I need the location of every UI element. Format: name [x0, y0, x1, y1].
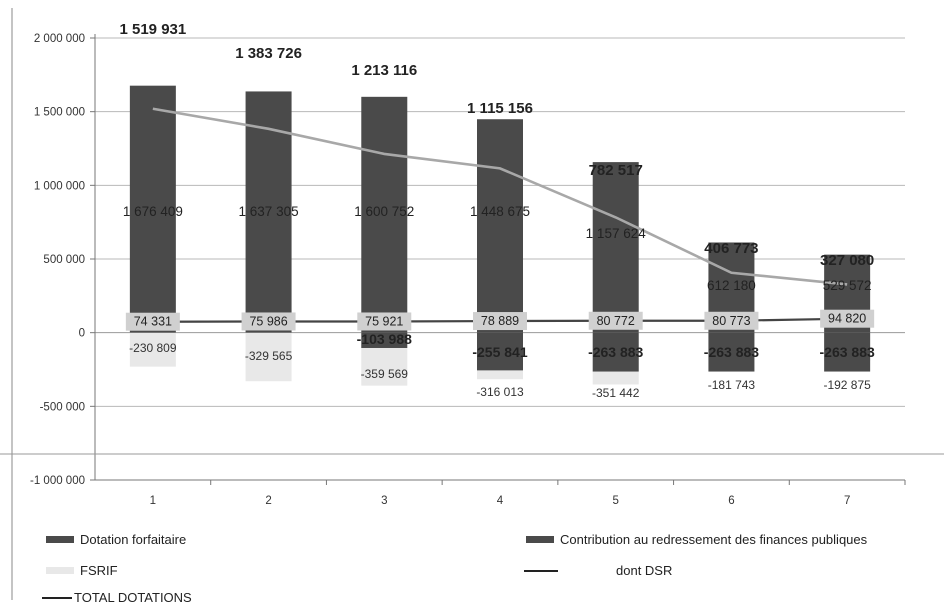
x-tick-label: 7 [844, 495, 850, 507]
dsr-label-box [473, 312, 527, 331]
legend-item-dotation: Dotation forfaitaire [46, 532, 186, 547]
contribution-label: -103 988 [357, 331, 412, 347]
y-tick-label: 500 000 [43, 254, 85, 266]
dotation-label: 1 676 409 [123, 204, 183, 219]
y-tick-label: -500 000 [40, 401, 85, 413]
contribution-bar [477, 332, 523, 371]
dsr-label-box [125, 312, 180, 331]
fsrif-label: -351 442 [592, 386, 640, 400]
dsr-label-box [241, 312, 296, 331]
dsr-label-box [704, 311, 759, 330]
fsrif-label: -230 809 [129, 341, 177, 355]
x-tick-label: 1 [150, 495, 156, 507]
legend-swatch-dotation [46, 536, 74, 543]
total-label: 1 213 116 [351, 62, 417, 79]
x-tick-label: 3 [381, 495, 387, 507]
total-label: 1 383 726 [235, 45, 302, 62]
contribution-label: -255 841 [472, 344, 527, 360]
dsr-label-box [588, 311, 643, 330]
dsr-label-box [820, 309, 875, 328]
legend-swatch-dsr [524, 569, 558, 572]
data-labels: 1 519 931 1 676 409 74 331 -230 809 1 383 72… [119, 21, 874, 400]
total-label: 327 080 [820, 252, 874, 269]
dotation-bar [129, 85, 176, 333]
dotation-label: 612 180 [707, 278, 756, 293]
total-label: 782 517 [589, 162, 643, 179]
legend-swatch-fsrif [46, 567, 74, 574]
legend-label-dotation: Dotation forfaitaire [80, 532, 187, 547]
total-line [152, 107, 848, 286]
contribution-label: -263 883 [588, 344, 643, 360]
fsrif-label: -359 569 [361, 367, 409, 381]
legend-label-fsrif: FSRIF [80, 563, 118, 578]
total-label: 406 773 [704, 240, 758, 257]
y-tick-label: 0 [79, 328, 85, 340]
dotation-label: 1 637 305 [239, 204, 299, 219]
legend-item-fsrif: FSRIF [46, 563, 118, 578]
dsr-label: 80 772 [597, 314, 635, 328]
y-tick-label: 1 500 000 [34, 107, 85, 119]
dsr-label: 94 820 [828, 312, 866, 326]
legend-swatch-total [42, 596, 72, 599]
dotation-bar [592, 162, 639, 333]
fsrif-label: -192 875 [823, 378, 871, 392]
contribution-bar [361, 332, 408, 348]
x-tick-label: 6 [728, 495, 734, 507]
y-tick-label: 2 000 000 [34, 33, 85, 45]
dotation-label: 1 448 675 [470, 204, 530, 219]
total-label: 1 115 156 [467, 100, 533, 117]
y-tick-label: 1 000 000 [34, 180, 85, 192]
dsr-label: 74 331 [134, 315, 172, 329]
fsrif-bar [245, 332, 292, 382]
contribution-bar [592, 332, 639, 372]
dsr-label: 78 889 [481, 314, 519, 328]
dsr-label: 80 773 [712, 314, 750, 328]
fsrif-label: -329 565 [245, 349, 293, 363]
fsrif-label: -316 013 [476, 385, 524, 399]
x-tick-label: 2 [265, 495, 271, 507]
dsr-label-box [357, 312, 412, 331]
legend-item-contribution: Contribution au redressement des finance… [526, 532, 867, 547]
contribution-bar [824, 332, 871, 372]
dsr-label: 75 986 [249, 314, 287, 328]
axes: 2 000 000 1 500 000 1 000 000 500 000 0 -500 … [0, 8, 944, 600]
x-tick-label: 4 [497, 495, 504, 507]
dsr-label: 75 921 [365, 314, 403, 328]
dotation-bar [477, 119, 523, 333]
contribution-label: -263 883 [820, 344, 875, 360]
legend-item-total: TOTAL DOTATIONS [42, 590, 192, 605]
bars [129, 85, 871, 386]
contribution-label: -263 883 [704, 344, 759, 360]
legend-item-dsr: dont DSR [524, 563, 672, 578]
legend-label-contribution: Contribution au redressement des finance… [560, 532, 868, 547]
total-label: 1 519 931 [119, 21, 186, 38]
dotation-label: 529 572 [823, 278, 872, 293]
dotation-label: 1 157 624 [586, 226, 647, 241]
fsrif-label: -181 743 [708, 378, 756, 392]
dotation-label: 1 600 752 [354, 204, 414, 219]
legend-swatch-contribution [526, 536, 554, 543]
contribution-bar [708, 332, 755, 372]
dotation-bar [361, 96, 408, 333]
legend-label-dsr: dont DSR [616, 563, 673, 578]
y-tick-label: -1 000 000 [30, 475, 85, 487]
fsrif-bar [129, 332, 176, 367]
x-tick-label: 5 [613, 495, 619, 507]
legend-label-total: TOTAL DOTATIONS [74, 590, 192, 605]
